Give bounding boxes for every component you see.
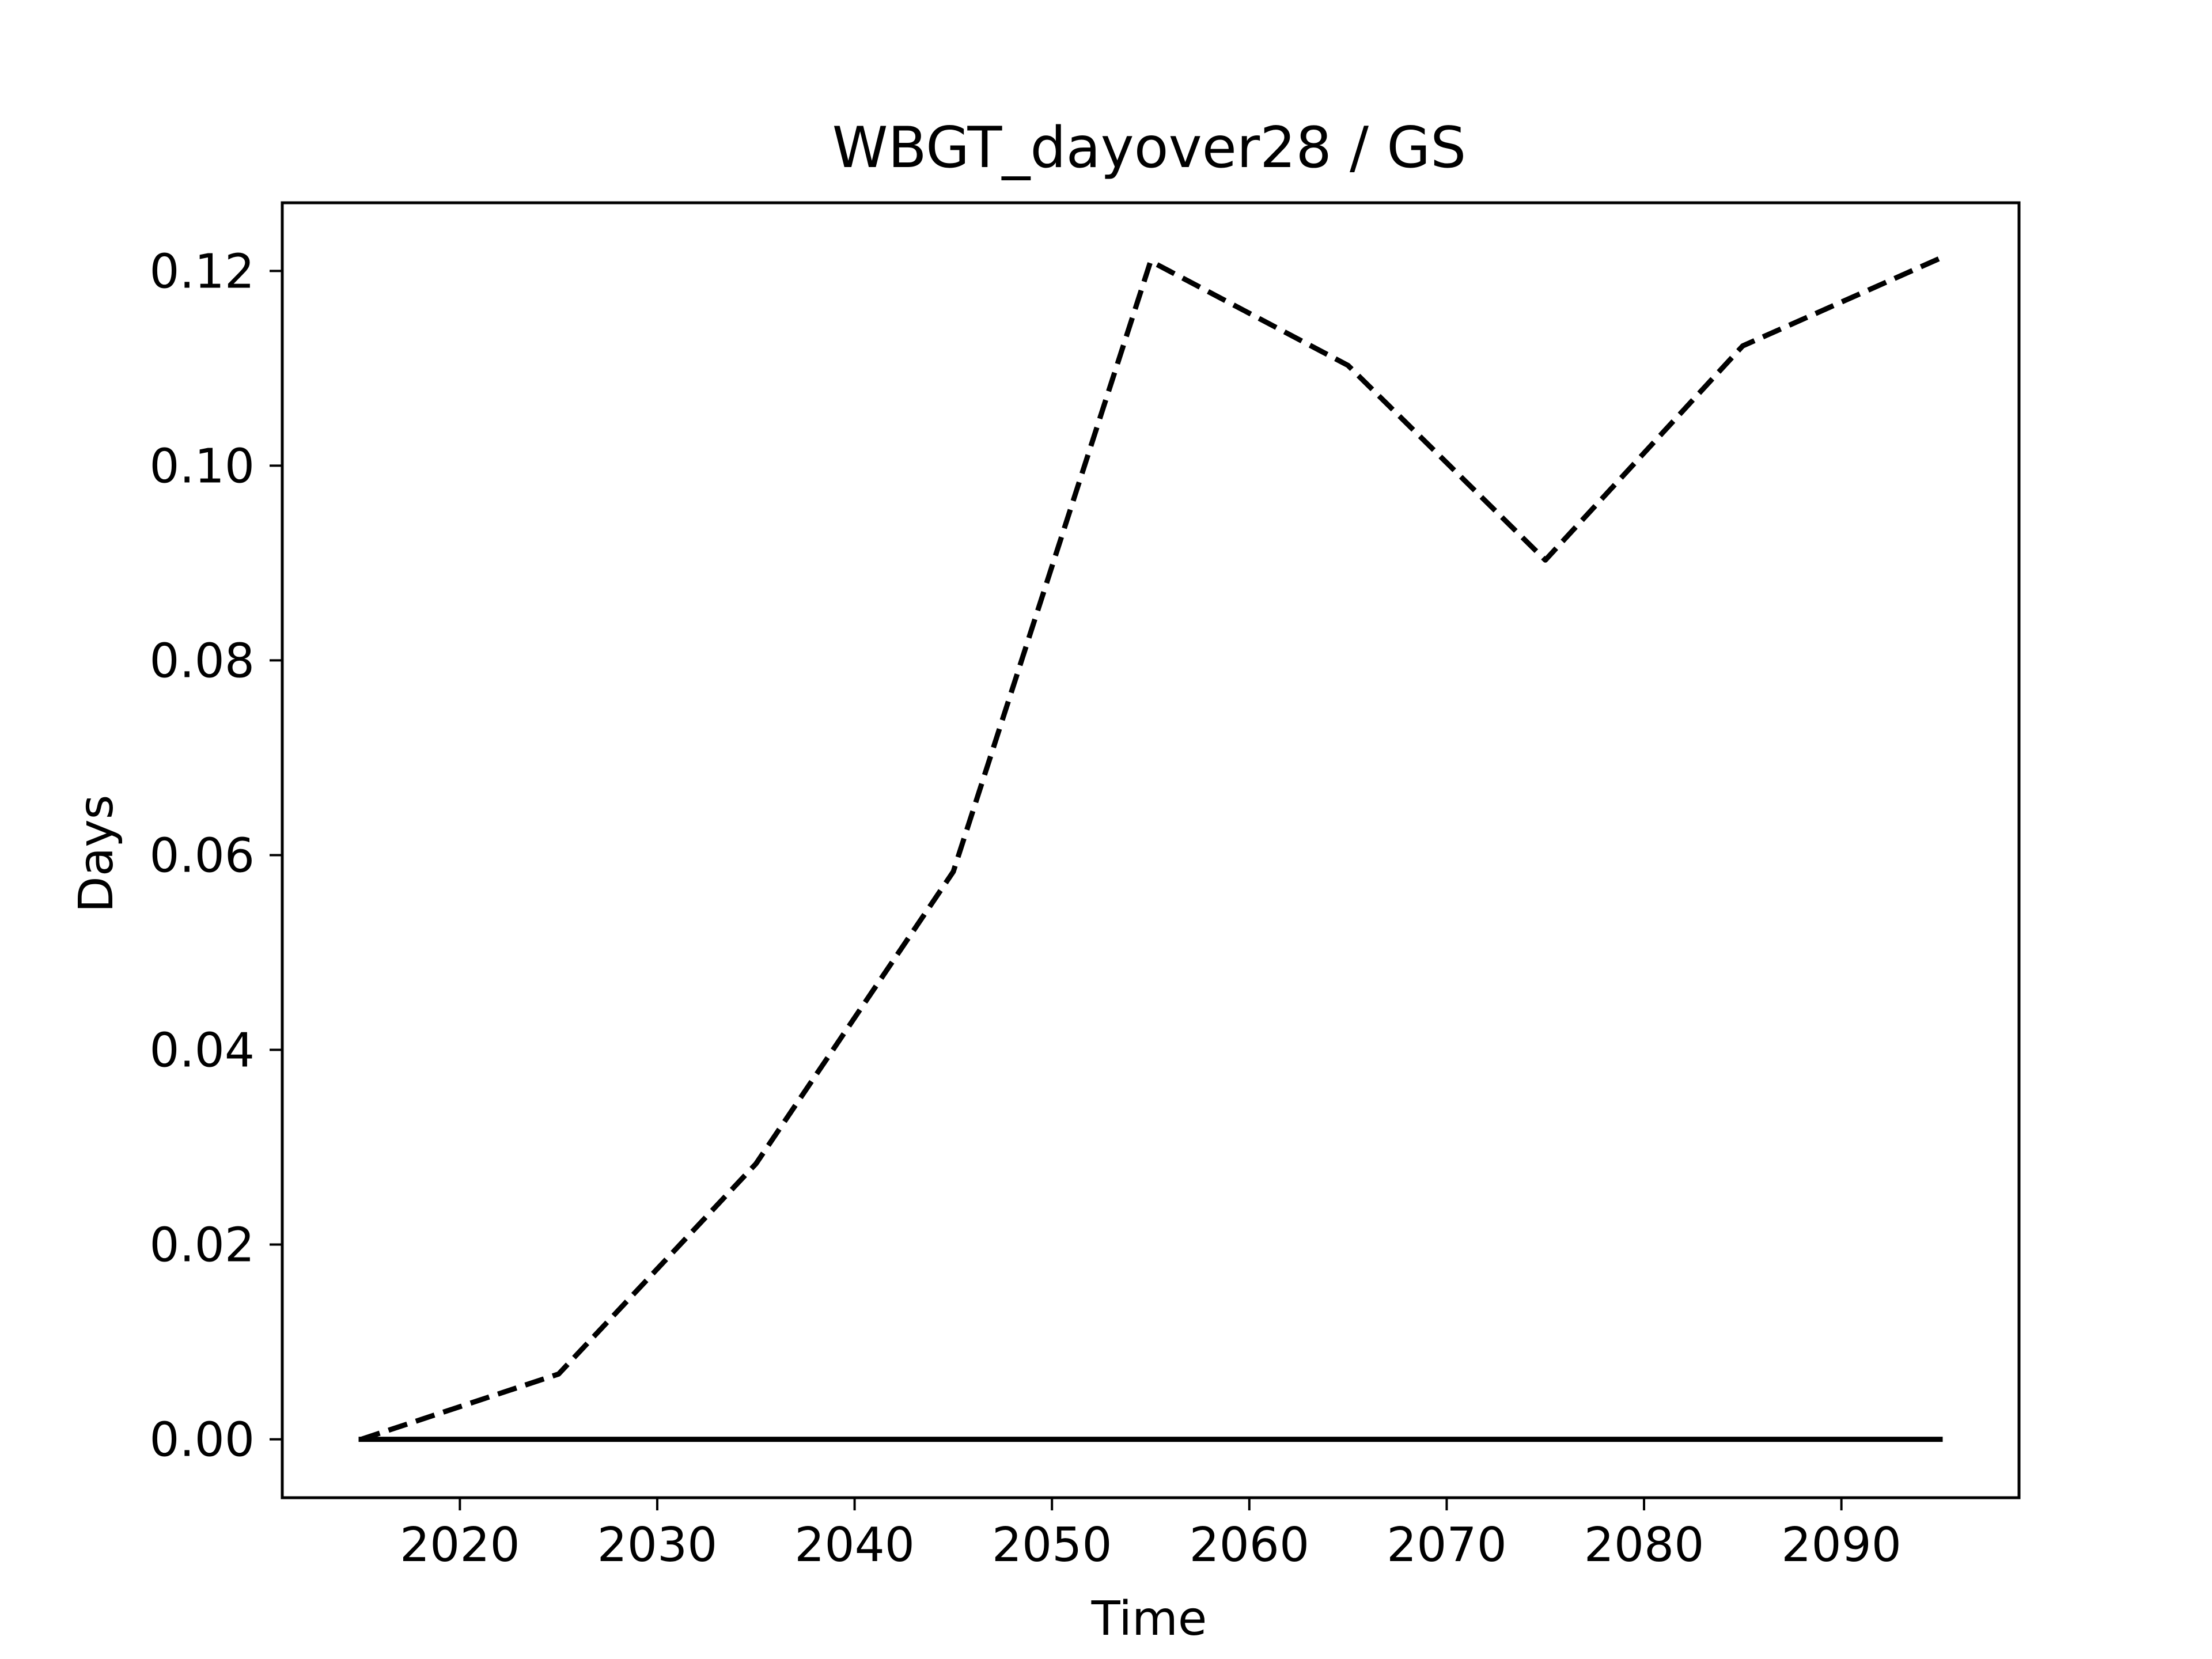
x-tick-label: 2050: [992, 1518, 1112, 1573]
series-layer: [358, 256, 1943, 1442]
y-tick-label: 0.00: [149, 1413, 255, 1468]
chart-title: WBGT_dayover28 / GS: [832, 115, 1467, 181]
y-tick-label: 0.02: [149, 1218, 255, 1273]
x-tick-label: 2040: [794, 1518, 915, 1573]
x-tick-label: 2030: [597, 1518, 718, 1573]
x-tick-label: 2020: [400, 1518, 520, 1573]
y-axis: 0.00 0.02 0.04 0.06 0.08 0.10 0.12: [149, 244, 282, 1468]
y-tick-label: 0.10: [149, 439, 255, 494]
x-tick-label: 2090: [1781, 1518, 1902, 1573]
x-axis: 2020 2030 2040 2050 2060 2070 2080 2090: [400, 1498, 1902, 1573]
plot-frame: [281, 201, 2021, 1499]
y-tick-label: 0.04: [149, 1023, 255, 1078]
x-tick-label: 2080: [1584, 1518, 1705, 1573]
dashed-series-line: [360, 256, 1941, 1442]
x-tick-label: 2070: [1387, 1518, 1507, 1573]
y-tick-label: 0.08: [149, 634, 255, 688]
y-tick-label: 0.06: [149, 828, 255, 883]
y-axis-title: Days: [69, 795, 124, 913]
x-axis-title: Time: [1091, 1592, 1207, 1646]
x-tick-label: 2060: [1189, 1518, 1309, 1573]
y-tick-label: 0.12: [149, 244, 255, 299]
